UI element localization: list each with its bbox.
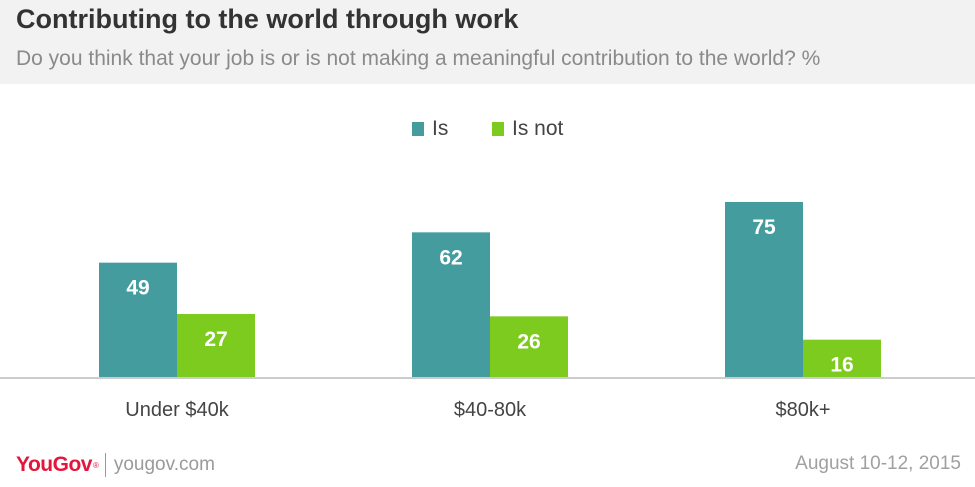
data-label-is-not-2: 16 xyxy=(830,354,853,377)
data-label-is-not-0: 27 xyxy=(204,328,227,351)
bar-is-not-1 xyxy=(490,316,568,377)
bar-is-not-2 xyxy=(803,339,881,377)
legend-swatch-is xyxy=(412,122,424,136)
data-label-is-1: 62 xyxy=(439,246,462,269)
legend-label-is: Is xyxy=(432,117,449,140)
logo-registered-mark: ® xyxy=(92,460,99,470)
bar-is-0 xyxy=(99,262,177,377)
yougov-logo: YouGov ® yougov.com xyxy=(16,452,215,478)
logo-divider xyxy=(104,453,106,477)
legend-swatch-is-not xyxy=(492,122,504,136)
legend-item-is: Is xyxy=(412,116,448,142)
chart-subtitle: Do you think that your job is or is not … xyxy=(16,47,821,70)
x-axis-line xyxy=(0,377,975,379)
category-label-0: Under $40k xyxy=(125,399,229,421)
bar-is-1 xyxy=(412,232,490,377)
logo-text: YouGov xyxy=(16,453,92,476)
category-label-2: $80k+ xyxy=(775,399,830,421)
bar-is-not-0 xyxy=(177,314,255,377)
category-label-1: $40-80k xyxy=(454,399,527,421)
data-label-is-not-1: 26 xyxy=(517,330,540,353)
bar-is-2 xyxy=(725,202,803,377)
data-label-is-2: 75 xyxy=(752,216,776,239)
legend: Is Is not xyxy=(0,116,975,142)
bar-chart: 49 27 Under $40k 62 26 $40-80k 75 16$80k+ xyxy=(0,202,975,421)
data-label-is-0: 49 xyxy=(126,277,149,300)
legend-item-is-not: Is not xyxy=(492,116,563,142)
survey-date: August 10-12, 2015 xyxy=(795,453,961,474)
site-url: yougov.com xyxy=(113,454,215,475)
header: Contributing to the world through work D… xyxy=(0,0,975,84)
chart-title: Contributing to the world through work xyxy=(16,4,519,34)
legend-label-is-not: Is not xyxy=(512,117,564,140)
